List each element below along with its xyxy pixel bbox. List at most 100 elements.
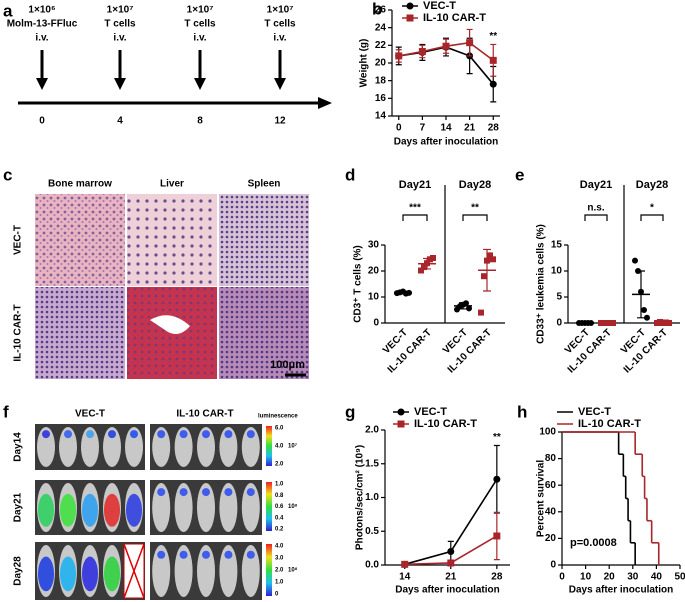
x-tick-label: 14 — [440, 123, 452, 134]
marker — [442, 42, 450, 50]
group-title: Day28 — [459, 179, 491, 191]
y-tick-label: 40 — [545, 506, 557, 517]
mouse — [103, 427, 121, 467]
histology-texture — [127, 194, 217, 286]
significance-bracket — [402, 214, 428, 221]
y-tick-label: 80 — [545, 453, 557, 464]
y-axis-title: Percent survival — [536, 460, 547, 537]
signal — [179, 550, 188, 559]
annotation: p=0.0008 — [570, 537, 617, 549]
point — [490, 256, 496, 263]
histology-texture — [219, 287, 309, 379]
signal — [42, 430, 50, 439]
signal — [126, 493, 142, 527]
agent: T cells — [104, 19, 136, 30]
arrow-head — [36, 78, 48, 90]
signal — [202, 550, 210, 559]
histology-texture — [219, 194, 309, 286]
arrow-head — [274, 78, 286, 90]
y-tick-label: 20 — [368, 266, 380, 277]
point — [481, 273, 487, 280]
panel-letter: d — [345, 165, 355, 184]
liver-vessel — [150, 315, 190, 334]
x-tick-label: 0 — [559, 572, 565, 583]
annotation: ** — [493, 432, 501, 443]
scale-label: 2.0 — [275, 568, 284, 574]
y-tick-label: 10 — [551, 266, 563, 277]
y-tick-label: 20 — [545, 533, 557, 544]
day: 12 — [274, 116, 286, 127]
mouse — [241, 483, 260, 532]
y-tick-label: 1.0 — [365, 492, 379, 503]
signal — [82, 556, 98, 592]
group-title: Day21 — [399, 179, 431, 191]
mouse — [241, 427, 260, 467]
y-axis-title: Weight (g) — [359, 39, 370, 88]
x-tick-label: 14 — [399, 572, 411, 583]
mouse — [152, 545, 171, 597]
group-title: Day28 — [636, 179, 668, 191]
significance: ** — [471, 203, 479, 214]
panel-letter: h — [517, 402, 527, 421]
scale-label: 4.0 — [275, 444, 284, 450]
y-tick-label: 100 — [539, 427, 556, 438]
signal — [202, 430, 210, 439]
x-tick-label: 7 — [420, 123, 426, 134]
marker — [489, 56, 497, 64]
signal — [104, 556, 120, 592]
color-scale — [266, 482, 272, 531]
signal — [38, 556, 54, 592]
legend-label: VEC-T — [414, 406, 447, 418]
mouse — [81, 427, 99, 467]
sd-bar — [659, 321, 667, 324]
point — [487, 252, 493, 259]
signal — [224, 550, 233, 559]
y-tick-label: 0.5 — [365, 526, 379, 537]
column-title: Liver — [160, 179, 184, 190]
y-tick-label: 2.0 — [365, 425, 379, 436]
y-tick-label: 24 — [375, 22, 387, 33]
signal — [246, 550, 255, 559]
y-tick-label: 1.5 — [365, 458, 379, 469]
signal — [179, 430, 188, 439]
agent: Molm-13-FFluc — [7, 19, 78, 30]
group-title: Day21 — [580, 179, 612, 191]
signal — [104, 493, 120, 527]
row-label: Day28 — [13, 556, 24, 586]
row-label: Day21 — [13, 492, 24, 522]
marker — [447, 548, 455, 555]
y-tick-label: 22 — [375, 40, 387, 51]
column-title: Bone marrow — [48, 179, 112, 190]
legend-marker — [406, 2, 414, 10]
histology-texture — [35, 194, 125, 286]
day: 0 — [39, 116, 45, 127]
annotation: ** — [489, 31, 497, 42]
column-title: Spleen — [248, 179, 281, 190]
marker — [418, 48, 426, 56]
y-tick-label: 60 — [545, 480, 557, 491]
signal — [108, 430, 116, 439]
timeline-head — [318, 97, 332, 109]
y-tick-label: 14 — [375, 111, 387, 122]
panel-letter: b — [372, 0, 382, 18]
signal — [246, 430, 255, 439]
significance: *** — [409, 203, 421, 214]
scale-label: 0.6 — [275, 504, 284, 510]
point — [641, 307, 647, 313]
scale-label: 1.0 — [275, 580, 284, 586]
row-label: VEC-T — [13, 225, 24, 255]
arrow-head — [114, 78, 126, 90]
x-axis-title: Days after inoculation — [395, 585, 499, 596]
scale-exponent: 10⁸ — [288, 504, 298, 510]
mouse — [197, 545, 215, 597]
panel-letter: a — [3, 1, 13, 20]
arrow-head — [194, 78, 206, 90]
y-tick-label: 16 — [375, 93, 387, 104]
signal — [60, 493, 76, 527]
signal — [224, 488, 233, 497]
signal — [86, 430, 94, 439]
legend-marker — [397, 408, 405, 416]
signal — [82, 493, 98, 527]
scale-label: 4.0 — [275, 544, 284, 550]
x-tick-label: 20 — [604, 572, 616, 583]
